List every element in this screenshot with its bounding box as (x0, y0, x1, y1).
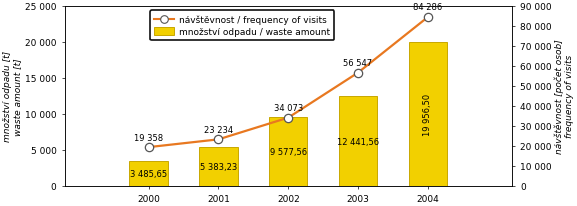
Text: 12 441,56: 12 441,56 (337, 137, 379, 146)
Text: 3 485,65: 3 485,65 (130, 169, 167, 178)
Legend: návštěvnost / frequency of visits, množství odpadu / waste amount: návštěvnost / frequency of visits, množs… (150, 11, 334, 41)
Text: 19 358: 19 358 (134, 133, 163, 142)
Text: 84 286: 84 286 (413, 4, 443, 12)
Text: 5 383,23: 5 383,23 (200, 162, 237, 171)
Bar (129, 161, 168, 186)
Text: 34 073: 34 073 (273, 104, 303, 112)
Bar (199, 147, 238, 186)
Bar (269, 117, 308, 186)
Text: 23 234: 23 234 (204, 125, 233, 134)
Bar (339, 97, 377, 186)
Bar (409, 43, 447, 186)
Y-axis label: množství odpadu [t]
waste amount [t]: množství odpadu [t] waste amount [t] (3, 51, 22, 142)
Text: 9 577,56: 9 577,56 (269, 147, 307, 156)
Y-axis label: návštěvnost [počet osob]
frequency of visits: návštěvnost [počet osob] frequency of vi… (554, 39, 574, 153)
Text: 19 956,50: 19 956,50 (424, 94, 432, 135)
Text: 56 547: 56 547 (343, 59, 373, 68)
